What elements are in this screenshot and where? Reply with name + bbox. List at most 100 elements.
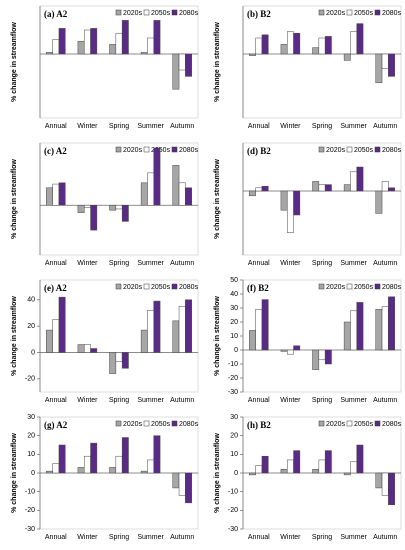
bar [249,472,256,476]
legend-swatch [374,146,381,153]
legend-swatch [171,146,178,153]
bar [90,442,98,474]
bar [52,463,60,474]
bar [178,182,186,206]
bar [115,352,123,362]
y-tick-label: 0 [31,349,35,356]
bar [77,40,85,55]
legend-swatch [115,9,122,16]
x-tick-label: Autumn [170,397,194,404]
bar [178,53,186,71]
bar [324,36,332,55]
bar [109,467,117,474]
legend-swatch [143,9,150,16]
bar [140,329,148,353]
bar [324,450,332,474]
y-tick-label: 40 [27,297,35,304]
bar [312,349,320,370]
y-axis-label: % change in streamflow [11,22,18,102]
y-tick-label: 40 [230,291,238,298]
bar [350,310,358,351]
bar [280,349,288,352]
bar [375,309,383,351]
x-tick-label: Summer [340,123,367,130]
x-tick-label: Winter [280,260,301,267]
x-tick-label: Annual [248,260,270,267]
bar [381,181,389,192]
x-tick-label: Summer [137,260,164,267]
y-tick-label: 30 [230,414,238,421]
bar [147,310,155,353]
y-axis-label: % change in streamflow [214,22,221,102]
bar [318,37,326,55]
bar [77,467,85,474]
legend-label: 2020s [123,147,143,154]
bar [388,296,395,351]
bar [293,450,301,474]
x-tick-label: Annual [45,534,67,541]
y-tick-label: -10 [228,361,238,368]
panel: % change in streamflow (b) B2 2020s 2050s 20… [214,5,402,130]
legend-swatch [374,420,381,427]
legend-swatch [346,283,353,290]
panel-title: (b) B2 [247,9,271,19]
y-axis-label: % change in streamflow [214,159,221,239]
bar [90,348,98,353]
legend-label: 2050s [354,147,374,154]
panel-title: (e) A2 [44,283,67,293]
x-tick-label: Autumn [170,123,194,130]
y-tick-label: -30 [25,526,35,533]
bar [46,470,53,474]
x-tick-label: Spring [109,397,129,404]
legend-label: 2080s [382,284,402,291]
bar [83,29,91,55]
y-tick-label: 0 [234,470,238,477]
bar [318,459,326,474]
legend-label: 2080s [382,10,402,17]
x-tick-label: Winter [77,260,98,267]
legend-swatch [115,420,122,427]
x-tick-label: Spring [312,397,332,404]
legend-swatch [374,283,381,290]
bar [140,470,148,474]
bar [324,184,332,192]
y-tick-label: -20 [228,375,238,382]
bar [350,461,358,474]
panel-title: (c) A2 [44,146,67,156]
legend-swatch [346,420,353,427]
legend-label: 2020s [326,284,346,291]
bar [280,469,288,474]
bar [312,47,320,55]
panel-title: (d) B2 [247,146,271,156]
x-tick-label: Summer [137,123,164,130]
x-tick-label: Summer [137,534,164,541]
bar [255,37,263,55]
bar [83,344,91,353]
x-tick-label: Autumn [373,534,397,541]
bar [286,190,294,233]
legend-label: 2080s [382,147,402,154]
bar [58,296,66,353]
bar [255,309,263,351]
legend-swatch [171,283,178,290]
bar [140,52,148,55]
x-tick-label: Annual [248,534,270,541]
bar [83,204,91,208]
bar [153,147,161,206]
legend-label: 2050s [151,147,171,154]
y-tick-label: 30 [27,414,35,421]
bar [178,472,186,496]
bar [293,345,301,351]
bar [286,31,294,55]
x-tick-label: Winter [280,123,301,130]
legend-label: 2020s [123,421,143,428]
bar [153,435,161,474]
legend-label: 2050s [354,284,374,291]
y-tick-label: -10 [25,489,35,496]
x-tick-label: Summer [340,397,367,404]
legend-swatch [171,9,178,16]
bar [318,184,326,192]
y-tick-label: 0 [31,470,35,477]
x-tick-label: Annual [45,397,67,404]
y-tick-label: 20 [230,433,238,440]
